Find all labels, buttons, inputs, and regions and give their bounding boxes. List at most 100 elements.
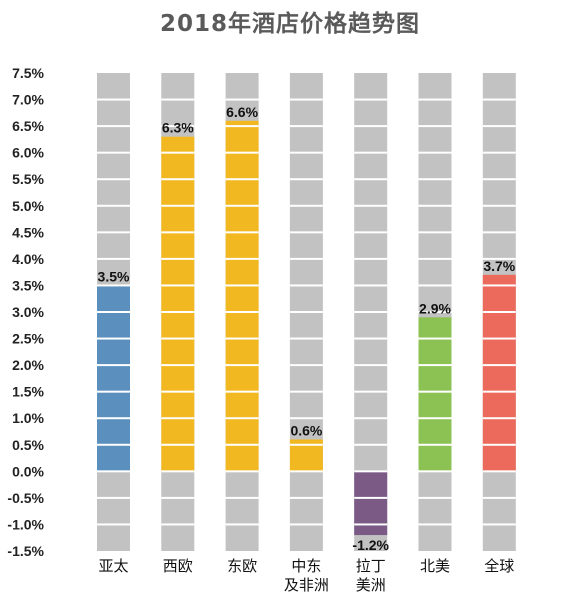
segment-gap xyxy=(482,284,516,287)
segment-gap xyxy=(482,231,516,234)
segment-gap xyxy=(225,311,259,313)
y-tick-label: 0.0% xyxy=(12,463,44,479)
segment-gap xyxy=(354,337,388,340)
y-tick-label: 0.5% xyxy=(12,437,44,453)
segment-gap xyxy=(161,470,195,473)
segment-gap xyxy=(418,364,452,367)
segment-gap xyxy=(161,284,195,287)
segment-gap xyxy=(482,470,516,473)
segment-gap xyxy=(225,443,259,446)
segment-gap xyxy=(97,364,130,367)
segment-gap xyxy=(418,417,452,420)
segment-gap xyxy=(482,98,516,101)
y-tick-label: 6.5% xyxy=(12,118,44,134)
y-tick-label: -1.5% xyxy=(7,543,44,559)
y-tick-label: 4.0% xyxy=(12,251,44,267)
segment-gap xyxy=(418,178,452,181)
segment-gap xyxy=(482,257,516,260)
bar xyxy=(418,317,452,472)
segment-gap xyxy=(289,523,323,526)
segment-gap xyxy=(482,417,516,420)
segment-gap xyxy=(161,390,195,393)
segment-gap xyxy=(161,496,195,499)
segment-gap xyxy=(418,257,452,260)
segment-gap xyxy=(418,125,452,128)
segment-gap xyxy=(418,204,452,207)
category-label: 及非洲 xyxy=(284,576,329,594)
segment-gap xyxy=(225,151,259,154)
segment-gap xyxy=(225,496,259,499)
segment-gap xyxy=(97,523,130,526)
y-tick-label: 2.5% xyxy=(12,331,44,347)
segment-gap xyxy=(225,417,259,420)
segment-gap xyxy=(354,443,388,446)
segment-gap xyxy=(225,284,259,287)
segment-gap xyxy=(289,470,323,473)
segment-gap xyxy=(354,390,388,393)
data-label: -1.2% xyxy=(352,537,389,553)
category-label: 全球 xyxy=(484,557,514,575)
segment-gap xyxy=(97,417,130,420)
segment-gap xyxy=(354,204,388,207)
segment-gap xyxy=(97,257,130,260)
data-label: 0.6% xyxy=(290,422,322,438)
segment-gap xyxy=(225,470,259,473)
segment-gap xyxy=(97,98,130,101)
data-label: 6.3% xyxy=(162,120,194,136)
segment-gap xyxy=(289,443,323,446)
data-label: 3.7% xyxy=(483,258,515,274)
segment-gap xyxy=(289,496,323,499)
segment-gap xyxy=(354,284,388,287)
segment-gap xyxy=(354,98,388,101)
bar xyxy=(97,285,130,472)
segment-gap xyxy=(97,178,130,181)
data-label: 2.9% xyxy=(419,300,451,316)
segment-gap xyxy=(482,337,516,340)
segment-gap xyxy=(97,284,130,287)
segment-gap xyxy=(97,311,130,313)
segment-gap xyxy=(225,337,259,340)
segment-gap xyxy=(161,151,195,154)
segment-gap xyxy=(225,390,259,393)
category-label: 中东 xyxy=(291,557,321,575)
category-label: 美洲 xyxy=(356,576,386,594)
segment-gap xyxy=(482,496,516,499)
y-tick-label: 1.0% xyxy=(12,410,44,426)
segment-gap xyxy=(482,443,516,446)
segment-gap xyxy=(289,257,323,260)
bar xyxy=(354,471,388,536)
segment-gap xyxy=(418,151,452,154)
segment-gap xyxy=(161,231,195,234)
category-label: 亚太 xyxy=(98,557,128,575)
segment-gap xyxy=(418,311,452,313)
segment-gap xyxy=(354,231,388,234)
segment-gap xyxy=(97,443,130,446)
segment-gap xyxy=(289,151,323,154)
segment-gap xyxy=(289,125,323,128)
segment-gap xyxy=(418,443,452,446)
segment-gap xyxy=(289,337,323,340)
category-label: 东欧 xyxy=(227,557,257,575)
segment-gap xyxy=(97,151,130,154)
segment-gap xyxy=(354,496,388,499)
segment-gap xyxy=(418,231,452,234)
data-label: 3.5% xyxy=(98,268,130,284)
segment-gap xyxy=(354,151,388,154)
bar xyxy=(161,136,195,472)
segment-gap xyxy=(161,417,195,420)
y-tick-label: 2.0% xyxy=(12,357,44,373)
segment-gap xyxy=(482,204,516,207)
segment-stripes xyxy=(97,98,516,526)
segment-gap xyxy=(289,178,323,181)
chart-title: 2018年酒店价格趋势图 xyxy=(159,11,420,37)
y-tick-label: 3.0% xyxy=(12,304,44,320)
segment-gap xyxy=(289,311,323,313)
segment-gap xyxy=(225,364,259,367)
segment-gap xyxy=(418,523,452,526)
segment-gap xyxy=(289,98,323,101)
segment-gap xyxy=(482,125,516,128)
segment-gap xyxy=(225,231,259,234)
segment-gap xyxy=(289,417,323,420)
y-axis: -1.5% -1.0% -0.5% 0.0% 0.5% 1.0% 1.5% 2.0% 2.5% 3… xyxy=(7,65,44,559)
